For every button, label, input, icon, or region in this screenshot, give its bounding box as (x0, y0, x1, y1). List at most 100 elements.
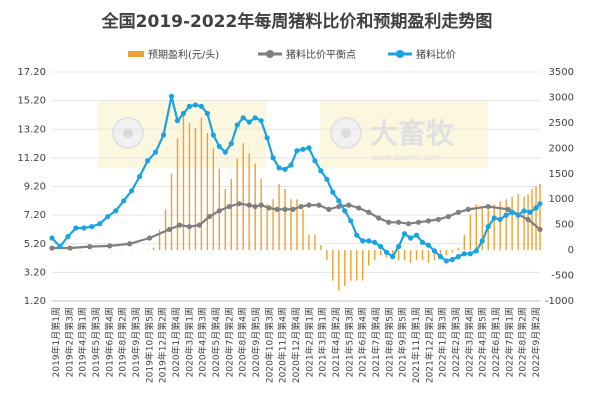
profit-bar (445, 250, 448, 256)
profit-bar (266, 204, 268, 251)
profit-bar (146, 250, 149, 251)
ratio-point (419, 239, 426, 245)
profit-bar (81, 250, 83, 251)
x-axis-tick-label: 2020年9月第5周 (250, 307, 262, 377)
ratio-point (407, 235, 414, 241)
x-axis-tick-label: 2019年9月第3周 (130, 307, 142, 377)
breakeven-point (525, 216, 531, 223)
profit-bar (535, 186, 537, 251)
profit-bar (91, 250, 93, 251)
ratio-point (449, 256, 455, 263)
x-axis-tick-label: 2019年1月第1周 (50, 307, 62, 377)
ratio-point (354, 232, 360, 238)
ratio-point (264, 135, 270, 141)
ratio-point (252, 115, 258, 121)
ratio-point (497, 216, 503, 223)
profit-bar (200, 117, 203, 251)
breakeven-point (435, 216, 442, 223)
ratio-point (431, 248, 438, 254)
x-axis-tick-label: 2020年7月第2周 (223, 307, 235, 377)
breakeven-point (147, 235, 153, 241)
ratio-point (360, 238, 366, 244)
profit-bar (415, 250, 418, 261)
ratio-point (384, 249, 390, 255)
ratio-point (413, 232, 420, 238)
ratio-point (240, 115, 246, 121)
x-axis-tick-label: 2020年10月第3周 (263, 307, 275, 383)
ratio-point (324, 176, 330, 182)
breakeven-point (236, 201, 242, 207)
x-axis-tick-label: 2020年4月第3周 (197, 307, 209, 377)
x-axis-tick-label: 2022年7月第1周 (503, 307, 515, 377)
ratio-point (186, 103, 193, 109)
breakeven-point (67, 245, 73, 251)
ratio-point (533, 205, 539, 211)
x-axis-tick-label: 2019年4月第1周 (77, 307, 89, 377)
x-axis-tick-label: 2019年5月第3周 (90, 307, 102, 377)
x-axis-tick-label: 2021年12月第2周 (423, 307, 435, 383)
profit-bar (320, 245, 322, 251)
breakeven-point (386, 219, 392, 225)
ratio-point (89, 223, 95, 230)
watermark: 大畜牧 www.dxumu.com (98, 100, 488, 168)
ratio-point (491, 215, 497, 221)
ratio-point (294, 148, 300, 154)
profit-bar (224, 189, 226, 251)
right-axis-tick-label: 3000 (549, 92, 574, 103)
ratio-point (228, 140, 234, 147)
profit-bar (170, 173, 173, 251)
ratio-point (473, 248, 479, 254)
profit-bar (248, 153, 250, 251)
ratio-point (521, 208, 527, 214)
profit-bar (409, 250, 412, 263)
breakeven-point (290, 206, 296, 212)
ratio-point (210, 132, 216, 138)
ratio-point (288, 162, 294, 168)
breakeven-point (356, 205, 362, 211)
breakeven-point (336, 203, 342, 210)
x-axis-tick-label: 2022年2月第3周 (450, 307, 462, 377)
breakeven-point (445, 213, 451, 220)
profit-bar (194, 127, 197, 251)
profit-bar (212, 148, 215, 251)
breakeven-point (465, 206, 471, 212)
profit-bar (344, 250, 346, 286)
chart-title: 全国2019-2022年每周猪料比价和预期盈利走势图 (101, 11, 493, 32)
ratio-point (330, 189, 336, 195)
breakeven-point (206, 213, 212, 220)
ratio-point (282, 166, 288, 172)
ratio-point (129, 188, 135, 194)
profit-bar (332, 250, 334, 281)
breakeven-point (405, 221, 412, 227)
profit-bar (230, 178, 232, 251)
left-axis-tick-label: 1.20 (24, 296, 46, 307)
profit-bar (326, 250, 328, 261)
ratio-point (49, 235, 55, 241)
ratio-point (168, 93, 175, 99)
profit-bar (539, 183, 541, 251)
ratio-point (300, 146, 306, 152)
profit-bar (403, 250, 406, 261)
ratio-point (198, 103, 204, 109)
ratio-point (348, 218, 354, 224)
x-axis-tick-label: 2021年4月第2周 (330, 307, 342, 377)
ratio-point (372, 239, 378, 245)
profit-bar (176, 138, 179, 251)
ratio-point (121, 198, 127, 204)
profit-bar (188, 122, 191, 251)
ratio-point (366, 238, 372, 244)
right-axis-tick-label: 0 (568, 245, 574, 256)
profit-bar (242, 143, 244, 251)
profit-bar (206, 133, 209, 251)
ratio-point (152, 149, 159, 155)
profit-bar (433, 250, 436, 261)
ratio-point (503, 212, 509, 218)
x-axis-tick-label: 2021年8月第5周 (383, 307, 395, 377)
x-axis-tick-label: 2022年3月第4周 (463, 307, 475, 377)
ratio-point (455, 254, 461, 260)
x-axis-tick-label: 2020年11月第4周 (277, 307, 289, 383)
legend-marker-breakeven (266, 50, 274, 58)
profit-bar (302, 209, 304, 251)
ratio-point (527, 209, 533, 215)
x-axis-tick-label: 2020年3月第1周 (183, 307, 195, 377)
